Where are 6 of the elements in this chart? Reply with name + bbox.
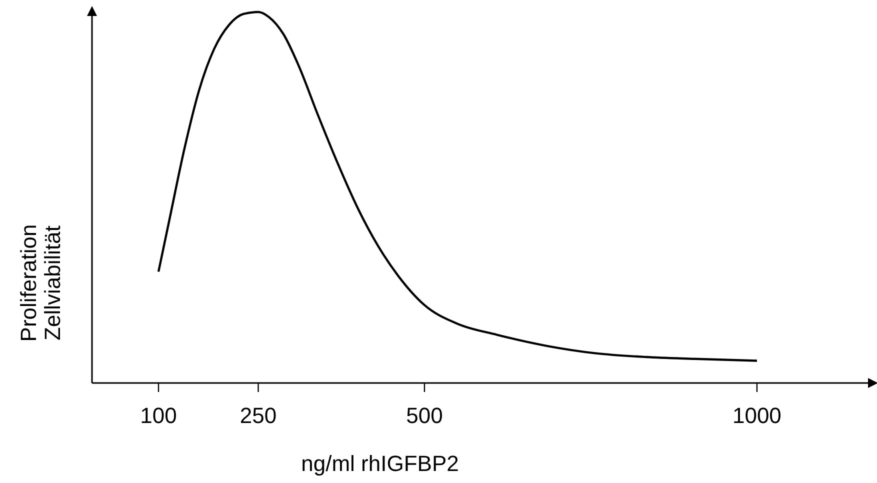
x-axis-title: ng/ml rhIGFBP2 [301,451,459,476]
x-tick-label: 100 [140,403,177,428]
x-tick-label: 1000 [732,403,782,428]
y-axis-title: Proliferation Zellviabilität [16,224,65,342]
x-tick-label: 250 [240,403,277,428]
x-tick-label: 500 [406,403,443,428]
